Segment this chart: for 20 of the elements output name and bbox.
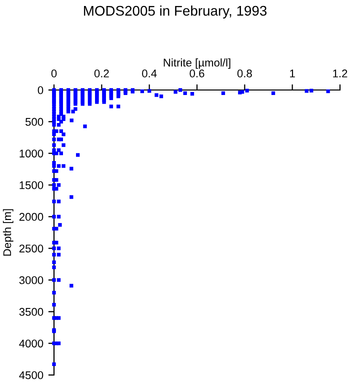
y-tick-label: 500 (25, 118, 44, 126)
x-tick-label: 1 (290, 70, 295, 78)
y-tick-label: 1500 (20, 181, 44, 190)
y-tick-label: 4500 (19, 371, 44, 380)
y-tick-label: 3500 (19, 308, 44, 316)
x-tick-label: 1.2 (333, 70, 348, 78)
chart-title: MODS2005 in February, 1993 (84, 6, 267, 18)
x-tick-label: 0 (51, 70, 57, 78)
x-tick-label: 0.2 (94, 70, 109, 78)
y-tick-label: 2000 (19, 212, 44, 221)
y-tick-label: 3000 (19, 276, 44, 284)
y-tick-label: 1000 (20, 150, 44, 158)
y-tick-label: 0 (38, 86, 44, 94)
x-tick-label: 0.8 (237, 70, 252, 78)
y-axis-title: Depth [m] (2, 209, 14, 256)
y-tick-label: 2500 (19, 244, 44, 252)
y-tick-label: 4000 (19, 340, 44, 348)
x-tick-label: 0.6 (190, 70, 204, 78)
x-tick-label: 0.4 (142, 70, 157, 78)
x-axis-title: Nitrite [µmol/l] (164, 58, 230, 69)
